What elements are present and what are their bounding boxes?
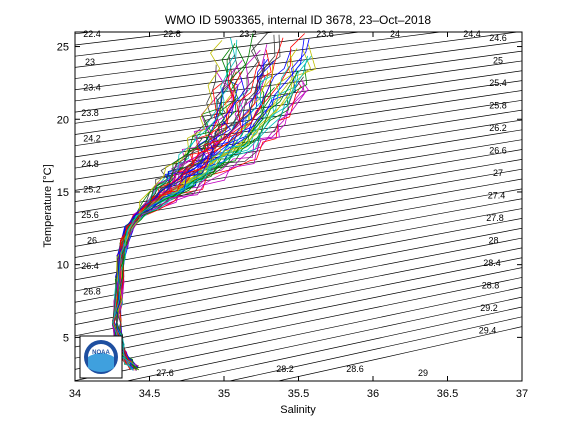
density-contour-label: 26 [87, 236, 97, 246]
y-tick-label: 5 [63, 332, 69, 344]
density-contour-labels: 23 23.4 23.8 24.2 24.8 25.2 25.6 26 26.4 26.8 24.6… [81, 29, 507, 378]
density-contour [70, 0, 527, 12]
density-contour-label: 24.6 [489, 33, 507, 43]
density-contour-label: 25 [493, 56, 503, 66]
density-contour-label: 24.8 [81, 159, 99, 169]
density-contour-label: 22.8 [163, 29, 181, 39]
density-contour [177, 306, 522, 381]
density-contour-label: 23 [85, 57, 95, 67]
x-tick-label: 35.5 [288, 388, 309, 400]
density-contour-label: 29.2 [480, 303, 498, 313]
density-contour-label: 24.4 [463, 29, 481, 39]
y-tick-label: 25 [57, 42, 69, 54]
density-contour-label: 28.4 [483, 258, 501, 268]
density-contour-label: 28.2 [276, 364, 294, 374]
density-contour-label: 29.4 [479, 326, 497, 336]
profile-line [115, 82, 305, 367]
density-contour-label: 26.2 [489, 123, 507, 133]
density-contour-label: 27.8 [486, 213, 504, 223]
chart-title: WMO ID 5903365, internal ID 3678, 23–Oct… [165, 13, 431, 27]
density-contour-label: 25.8 [489, 101, 507, 111]
noaa-logo: NOAA [79, 335, 123, 379]
density-contour [75, 32, 280, 57]
x-tick-label: 37 [516, 388, 528, 400]
profile-line [113, 34, 281, 366]
x-tick-label: 34.5 [139, 388, 160, 400]
x-tick-label: 36 [367, 388, 379, 400]
density-contour-label: 23.8 [81, 108, 99, 118]
density-contour-label: 26.6 [489, 146, 507, 156]
density-contour-label: 23.6 [316, 29, 334, 39]
density-contour-label: 28.6 [346, 364, 364, 374]
density-contour [227, 316, 522, 381]
density-contour [75, 32, 190, 46]
x-tick-label: 36.5 [437, 388, 458, 400]
density-contour [75, 32, 445, 79]
y-axis-label: Temperature [°C] [42, 164, 54, 247]
density-contour-label: 29 [418, 368, 428, 378]
profile-lines [111, 32, 317, 371]
profile-line [113, 87, 224, 369]
noaa-logo-text: NOAA [92, 350, 110, 356]
density-contour-label: 25.2 [83, 185, 101, 195]
x-axis-ticks: 34 34.5 35 35.5 36 36.5 37 [69, 32, 528, 400]
density-contour-label: 26.4 [81, 261, 99, 271]
density-contour [75, 32, 365, 68]
density-contour-label: 27.6 [156, 368, 174, 378]
density-contour-label: 28.8 [482, 281, 500, 291]
x-tick-label: 34 [69, 388, 81, 400]
density-contour-label: 26.8 [83, 287, 101, 297]
y-axis-ticks: 5 10 15 20 25 [57, 42, 522, 344]
density-contour-label: 28 [488, 236, 498, 246]
profile-line [113, 76, 245, 367]
density-contour-label: 27 [493, 168, 503, 178]
y-tick-label: 20 [57, 114, 69, 126]
density-contour-label: 24 [390, 29, 400, 39]
density-contour-label: 24.2 [83, 134, 101, 144]
profile-line [113, 55, 308, 370]
density-contour [75, 50, 522, 113]
density-contour-label: 25.6 [81, 210, 99, 220]
density-contour [75, 286, 522, 381]
density-contour-label: 22.4 [83, 29, 101, 39]
density-contour-label: 27.4 [488, 191, 506, 201]
density-contour-label: 25.4 [489, 78, 507, 88]
x-tick-label: 35 [218, 388, 230, 400]
density-contour [276, 326, 522, 381]
x-axis-label: Salinity [280, 404, 316, 416]
density-contour [75, 40, 522, 102]
density-contour-label: 23.2 [239, 29, 257, 39]
y-tick-label: 10 [57, 260, 69, 272]
density-contour-label: 23.4 [83, 83, 101, 93]
y-tick-label: 15 [57, 187, 69, 199]
